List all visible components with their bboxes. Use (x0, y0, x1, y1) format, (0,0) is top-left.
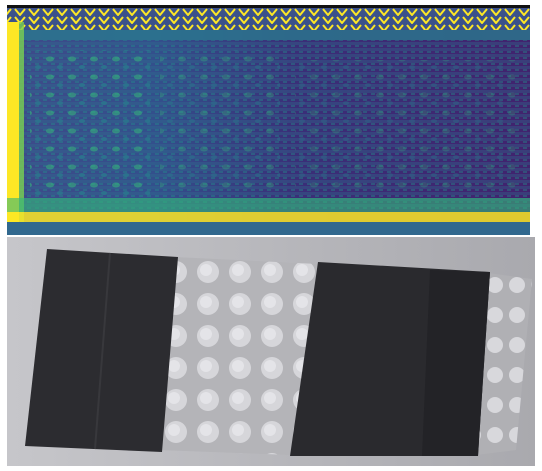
heatmap-bottom-band (7, 198, 530, 212)
light-studs (158, 257, 318, 455)
heatmap-blobs-right (295, 60, 515, 190)
heatmap-top-band (7, 8, 530, 30)
heatmap-top-border (7, 5, 530, 8)
page (0, 0, 542, 471)
photo (7, 237, 535, 466)
heatmap-bottom-row (7, 222, 530, 235)
dark-brick-left (25, 249, 178, 452)
heatmap-band (7, 30, 530, 40)
dark-brick-strip (422, 270, 490, 456)
heatmap-blobs-left (30, 50, 150, 200)
heatmap-blobs-mid (160, 50, 280, 190)
heatmap-left-edge-2 (19, 22, 24, 228)
heatmap (7, 5, 530, 235)
heatmap-left-edge (7, 22, 19, 228)
figure (0, 0, 542, 471)
heatmap-bottom-yellow (7, 212, 530, 222)
